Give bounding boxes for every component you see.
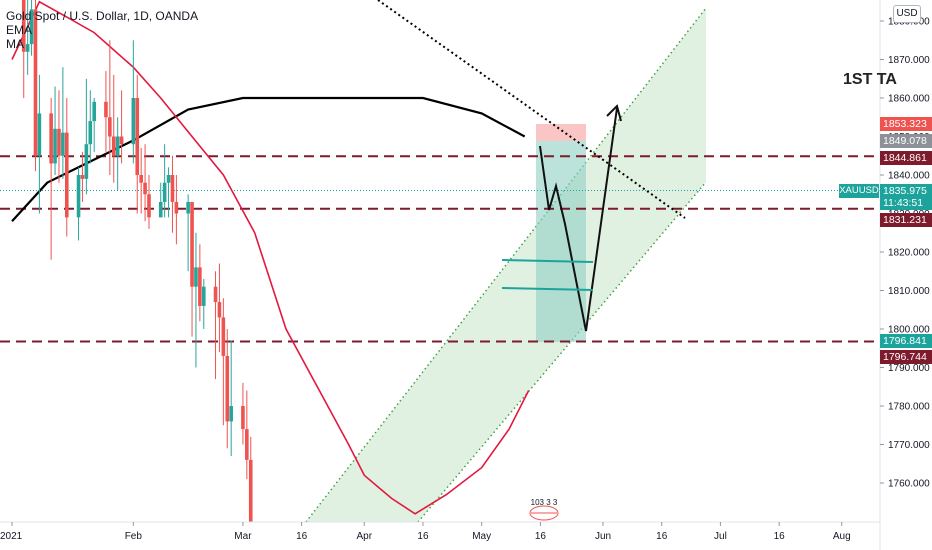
candle-body bbox=[170, 175, 175, 202]
price-label-level-3: 1796.744 bbox=[880, 350, 932, 364]
ema-line bbox=[11, 0, 530, 515]
y-tick-label: 1780.000 bbox=[888, 402, 930, 413]
candle-body bbox=[229, 406, 233, 422]
candle-body bbox=[135, 98, 140, 175]
candle-body bbox=[88, 121, 93, 145]
x-tick-label: Feb bbox=[125, 531, 143, 542]
x-tick-label: 16 bbox=[417, 531, 429, 542]
candle-body bbox=[213, 286, 218, 303]
candle-body bbox=[225, 355, 230, 422]
y-tick-label: 1870.000 bbox=[888, 55, 930, 66]
candle-body bbox=[241, 406, 245, 430]
candle-body bbox=[190, 201, 194, 287]
candle-body bbox=[111, 136, 116, 156]
candle-body bbox=[49, 113, 53, 164]
y-tick-label: 1810.000 bbox=[888, 286, 930, 297]
x-tick-label: 16 bbox=[774, 531, 786, 542]
chart-legend: Gold Spot / U.S. Dollar, 1D, OANDA EMA M… bbox=[6, 9, 198, 51]
x-tick-label: May bbox=[472, 531, 491, 542]
projection-path bbox=[539, 107, 618, 332]
price-label-entry: 1849.078 bbox=[880, 134, 932, 148]
candle-body bbox=[162, 182, 167, 202]
candle-body bbox=[64, 132, 69, 218]
candle-body bbox=[198, 267, 202, 306]
candle-body bbox=[37, 113, 42, 156]
candle-body bbox=[80, 175, 85, 179]
x-tick-label: Aug bbox=[833, 531, 851, 542]
candle-body bbox=[217, 302, 222, 318]
candle-body bbox=[194, 267, 198, 287]
x-tick-label: 2021 bbox=[0, 531, 23, 542]
y-tick-label: 1840.000 bbox=[888, 171, 930, 182]
channel-upper-line bbox=[305, 7, 707, 522]
candle-body bbox=[61, 132, 65, 156]
current-price-value: 1835.975 bbox=[883, 185, 927, 197]
y-tick-label: 1800.000 bbox=[888, 325, 930, 336]
x-tick-label: Mar bbox=[234, 531, 252, 542]
y-tick-label: 1790.000 bbox=[888, 363, 930, 374]
ma-line bbox=[11, 96, 526, 222]
price-label-current: 1835.975 11:43:51 bbox=[880, 184, 932, 210]
currency-button[interactable]: USD bbox=[893, 5, 921, 23]
y-tick-label: 1860.000 bbox=[888, 94, 930, 105]
price-label-target: 1796.841 bbox=[880, 334, 932, 348]
box-line-lower bbox=[501, 287, 594, 291]
candle-body bbox=[92, 101, 96, 122]
candle-body bbox=[108, 117, 112, 137]
candle-body bbox=[29, 9, 34, 45]
price-label-level-1: 1844.861 bbox=[880, 151, 932, 165]
candle-body bbox=[33, 9, 38, 156]
current-symbol-tag: XAUUSD bbox=[839, 184, 879, 198]
x-tick-label: Apr bbox=[356, 531, 372, 542]
candle-body bbox=[186, 201, 190, 214]
x-tick-label: Jun bbox=[595, 531, 611, 542]
candle-body bbox=[158, 201, 163, 218]
candle-body bbox=[174, 201, 179, 214]
y-tick-label: 1770.000 bbox=[888, 440, 930, 451]
ema-legend-label[interactable]: EMA bbox=[6, 23, 33, 37]
y-tick-label: 1820.000 bbox=[888, 248, 930, 259]
price-label-level-2: 1831.231 bbox=[880, 213, 932, 227]
price-label-stop: 1853.323 bbox=[880, 117, 932, 131]
candle-body bbox=[139, 175, 143, 183]
projection-arrowhead bbox=[606, 104, 622, 122]
x-tick-label: 16 bbox=[296, 531, 308, 542]
stop-loss-zone bbox=[536, 124, 586, 141]
candle-body bbox=[57, 128, 61, 156]
x-tick-label: 16 bbox=[535, 531, 547, 542]
candle-body bbox=[25, 44, 30, 52]
candle-body bbox=[76, 175, 81, 218]
box-line-upper bbox=[501, 259, 594, 263]
candle-body bbox=[84, 144, 89, 179]
candle-body bbox=[245, 429, 249, 460]
current-price-countdown: 11:43:51 bbox=[883, 197, 924, 209]
candle-body bbox=[115, 136, 120, 156]
badge-text: 103 3 3 bbox=[531, 498, 558, 507]
side-note-text: 1ST TA bbox=[843, 71, 897, 88]
symbol-title[interactable]: Gold Spot / U.S. Dollar, 1D, OANDA bbox=[6, 9, 199, 23]
candle-body bbox=[53, 128, 57, 164]
plot-area bbox=[0, 0, 880, 522]
y-tick-label: 1760.000 bbox=[888, 479, 930, 490]
candle-body bbox=[166, 175, 171, 183]
candle-body bbox=[147, 194, 151, 218]
candle-body bbox=[143, 182, 147, 195]
candle-body bbox=[248, 459, 253, 522]
candle-body bbox=[221, 317, 226, 356]
candle-body bbox=[104, 101, 108, 118]
candle-body bbox=[21, 0, 26, 52]
candle-body bbox=[131, 98, 136, 145]
candle-body bbox=[119, 136, 124, 145]
x-tick-label: 16 bbox=[656, 531, 668, 542]
x-tick-label: Jul bbox=[714, 531, 727, 542]
ma-legend-label[interactable]: MA bbox=[6, 37, 24, 51]
candle-body bbox=[201, 286, 206, 306]
